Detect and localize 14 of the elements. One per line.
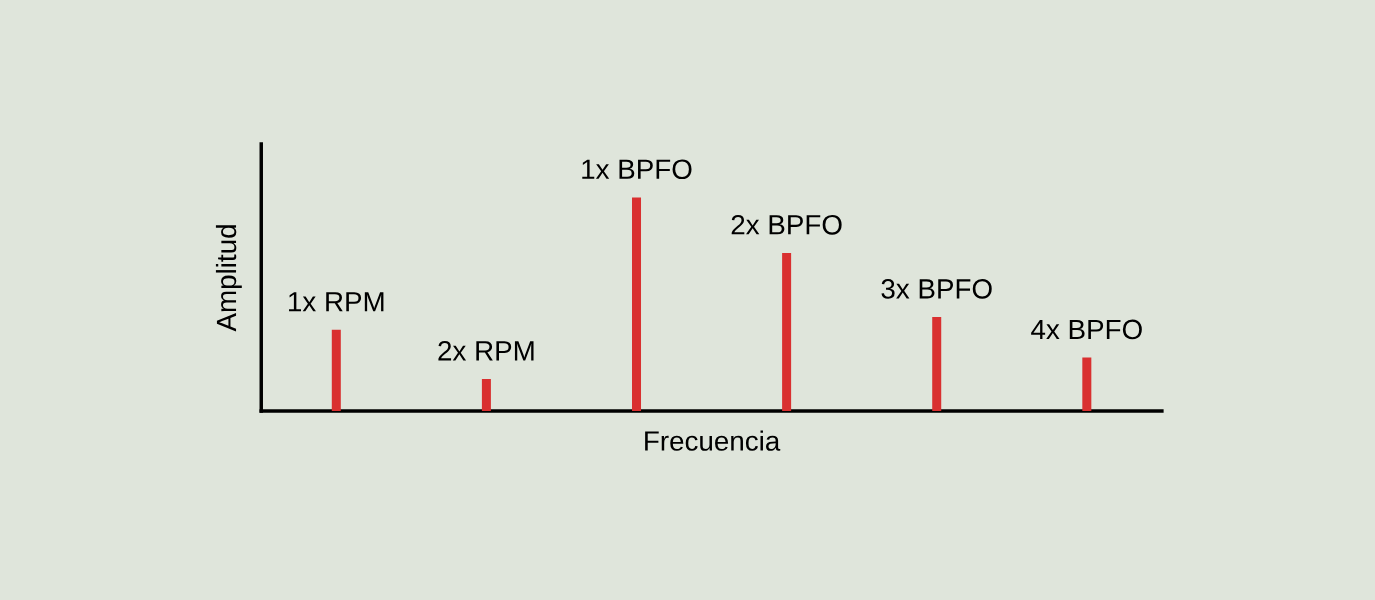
x-tick-label: 1x BPFO xyxy=(582,159,692,180)
bar xyxy=(932,317,942,411)
x-tick-label: 4x BPFO xyxy=(1031,319,1142,340)
bar xyxy=(1082,357,1092,411)
bar xyxy=(331,329,341,411)
x-axis-title: Frecuencia xyxy=(645,430,781,451)
x-tick-label: 2x BPFO xyxy=(731,214,842,235)
x-tick-label: 1x RPM xyxy=(289,292,384,312)
bar xyxy=(782,252,792,411)
x-tick-label: 2x RPM xyxy=(438,340,534,361)
bar xyxy=(481,378,491,411)
y-axis-title: Amplitud xyxy=(215,225,242,332)
bar xyxy=(632,197,642,411)
x-tick-label: 3x BPFO xyxy=(881,279,992,299)
